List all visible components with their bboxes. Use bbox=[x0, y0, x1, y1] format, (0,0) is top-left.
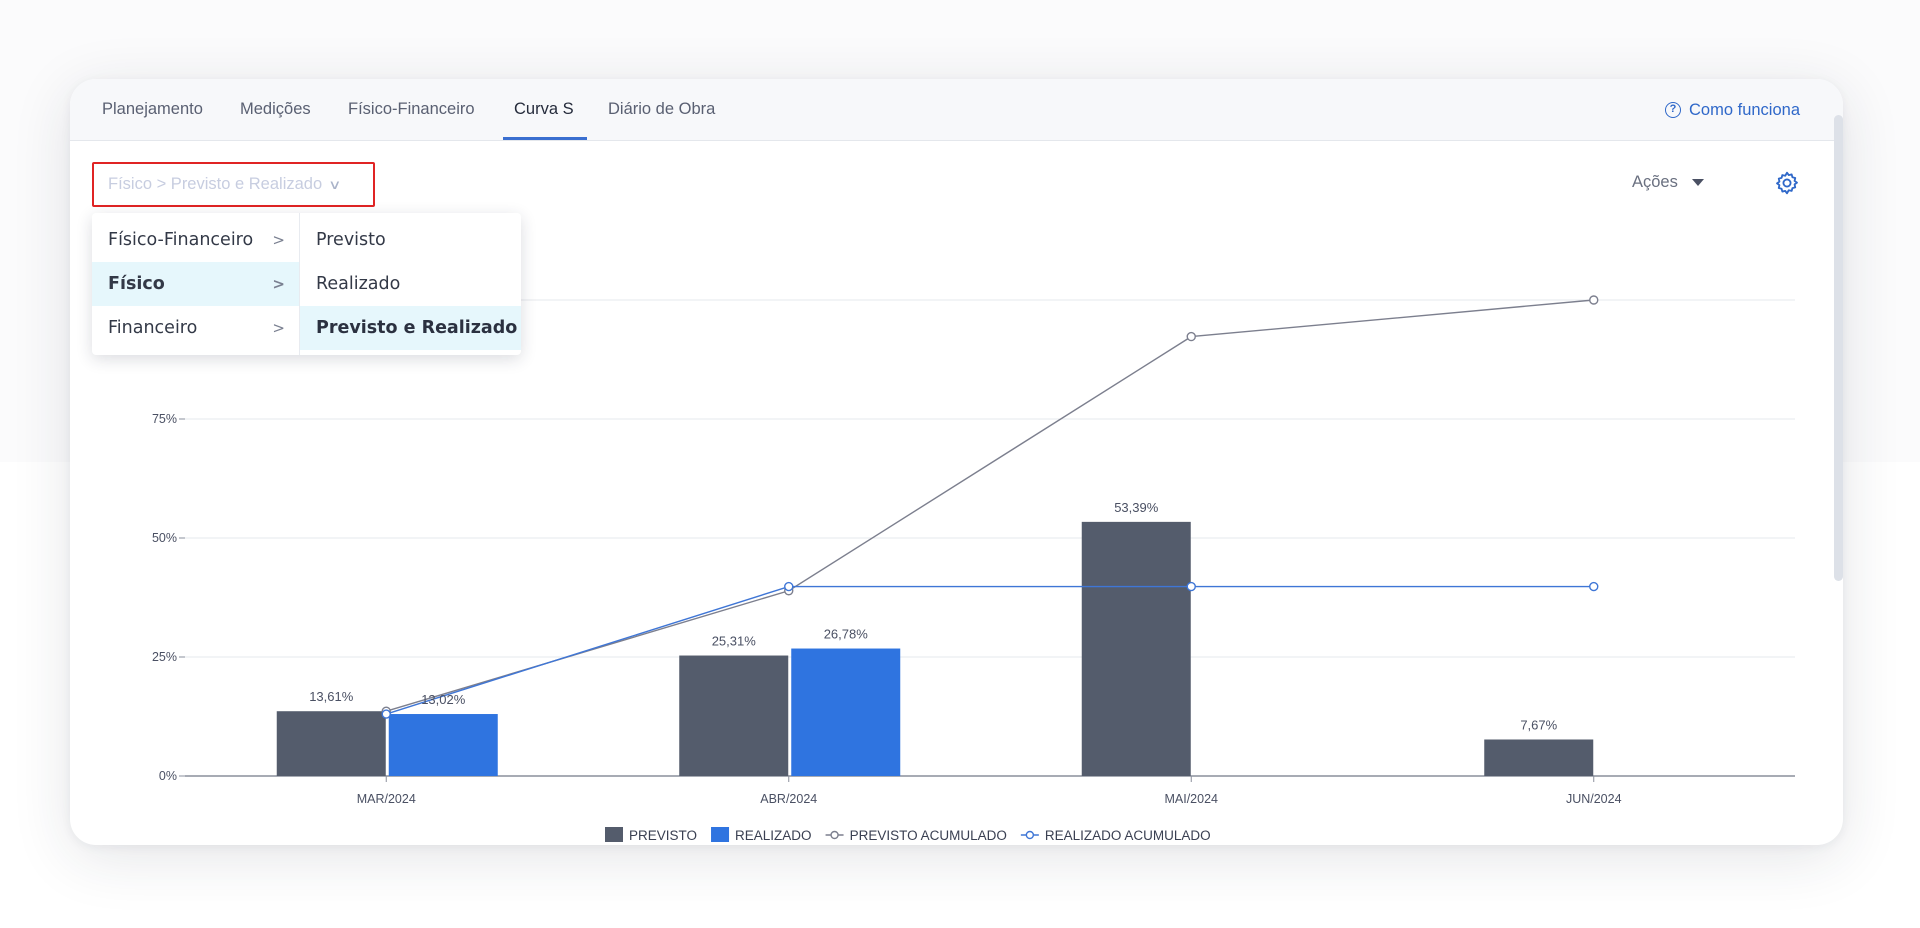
tab-bar: Planejamento Medições Físico-Financeiro … bbox=[70, 79, 1843, 141]
menu-item-previsto-e-realizado[interactable]: Previsto e Realizado bbox=[300, 306, 521, 350]
menu-category-column: Físico-Financeiro > Físico > Financeiro > bbox=[92, 213, 300, 355]
tab-fisico-financeiro[interactable]: Físico-Financeiro bbox=[348, 100, 475, 118]
menu-item-label: Financeiro bbox=[108, 318, 198, 338]
tab-diario-de-obra[interactable]: Diário de Obra bbox=[608, 100, 716, 118]
bar-previsto bbox=[679, 655, 789, 776]
bar-previsto bbox=[1081, 521, 1191, 776]
curva-s-chart: 0% 25% 50% 75% MAR/2024 ABR/2024 MAI/2024 JUN/2… bbox=[152, 295, 1795, 843]
menu-item-fisico[interactable]: Físico > bbox=[92, 262, 299, 306]
bar-realizado bbox=[791, 648, 901, 776]
line-realizado-acumulado bbox=[386, 585, 1594, 715]
x-tick-label: MAI/2024 bbox=[1164, 792, 1218, 806]
chart-legend: PREVISTO REALIZADO PREVISTO ACUMULADO REALI… bbox=[605, 827, 1211, 843]
y-tick-label: 75% bbox=[152, 412, 177, 426]
y-tick-label: 0% bbox=[159, 769, 177, 783]
chevron-right-icon: > bbox=[272, 275, 285, 293]
y-tick-label: 25% bbox=[152, 650, 177, 664]
line-point bbox=[1186, 331, 1196, 342]
legend-swatch bbox=[711, 827, 730, 842]
menu-item-realizado[interactable]: Realizado bbox=[316, 274, 401, 294]
bar-value-label: 26,78% bbox=[824, 627, 869, 642]
menu-item-label: Físico-Financeiro bbox=[108, 230, 254, 250]
menu-option-column: Previsto Realizado Previsto e Realizado bbox=[300, 213, 521, 355]
legend-label: REALIZADO bbox=[735, 828, 812, 843]
acoes-label: Ações bbox=[1632, 173, 1678, 191]
scrollbar-thumb[interactable] bbox=[1834, 115, 1843, 581]
chart-bars bbox=[276, 521, 1594, 776]
x-tick-label: JUN/2024 bbox=[1566, 792, 1622, 806]
line-point bbox=[784, 581, 794, 592]
chevron-right-icon: > bbox=[272, 231, 285, 249]
bar-value-label: 53,39% bbox=[1114, 500, 1159, 515]
line-point bbox=[1186, 581, 1196, 592]
menu-item-previsto[interactable]: Previsto bbox=[316, 230, 386, 250]
bar-value-label: 13,02% bbox=[421, 692, 466, 707]
menu-item-fisico-financeiro[interactable]: Físico-Financeiro > bbox=[92, 218, 299, 262]
y-tick-label: 50% bbox=[152, 531, 177, 545]
bar-previsto bbox=[276, 711, 386, 776]
menu-item-financeiro[interactable]: Financeiro > bbox=[92, 306, 299, 350]
legend-label: REALIZADO ACUMULADO bbox=[1045, 828, 1211, 843]
tab-planejamento[interactable]: Planejamento bbox=[102, 100, 203, 118]
x-tick-label: ABR/2024 bbox=[760, 792, 817, 806]
como-funciona-link[interactable]: ? Como funciona bbox=[1665, 79, 1800, 141]
question-circle-icon: ? bbox=[1665, 102, 1682, 118]
curva-s-panel: Planejamento Medições Físico-Financeiro … bbox=[70, 79, 1843, 845]
line-point bbox=[1589, 581, 1599, 592]
tab-medicoes[interactable]: Medições bbox=[240, 100, 311, 118]
line-point bbox=[1589, 295, 1599, 305]
chart-type-selector[interactable]: Físico > Previsto e Realizado ∨ bbox=[92, 162, 375, 207]
chart-type-menu: Físico-Financeiro > Físico > Financeiro > P… bbox=[92, 213, 521, 355]
acoes-dropdown[interactable]: Ações bbox=[1632, 173, 1704, 192]
chart-lines bbox=[381, 295, 1599, 719]
line-point bbox=[381, 709, 391, 719]
legend-label: PREVISTO bbox=[629, 828, 697, 843]
legend-swatch bbox=[605, 827, 623, 842]
line-previsto-acumulado bbox=[386, 299, 1594, 712]
bar-value-label: 13,61% bbox=[309, 689, 354, 704]
active-tab-indicator bbox=[503, 137, 587, 140]
bar-value-label: 7,67% bbox=[1520, 717, 1557, 732]
bar-realizado bbox=[388, 714, 498, 776]
bar-value-label: 25,31% bbox=[712, 634, 757, 649]
x-tick-label: MAR/2024 bbox=[357, 792, 416, 806]
chevron-down-icon: ∨ bbox=[328, 176, 342, 192]
gear-icon[interactable] bbox=[1774, 170, 1800, 196]
caret-down-icon bbox=[1691, 179, 1704, 186]
bar-previsto bbox=[1484, 739, 1594, 776]
chart-labels: 0% 25% 50% 75% MAR/2024 ABR/2024 MAI/2024 JUN/2… bbox=[152, 412, 1622, 806]
selector-label: Físico > Previsto e Realizado bbox=[108, 175, 323, 193]
legend-marker bbox=[830, 830, 839, 840]
como-funciona-label: Como funciona bbox=[1689, 101, 1800, 119]
menu-item-label: Físico bbox=[108, 274, 165, 294]
chart-grid bbox=[179, 299, 1795, 782]
tab-curva-s[interactable]: Curva S bbox=[514, 100, 574, 118]
legend-label: PREVISTO ACUMULADO bbox=[850, 828, 1007, 843]
legend-marker bbox=[1025, 830, 1035, 840]
chevron-right-icon: > bbox=[272, 319, 285, 337]
